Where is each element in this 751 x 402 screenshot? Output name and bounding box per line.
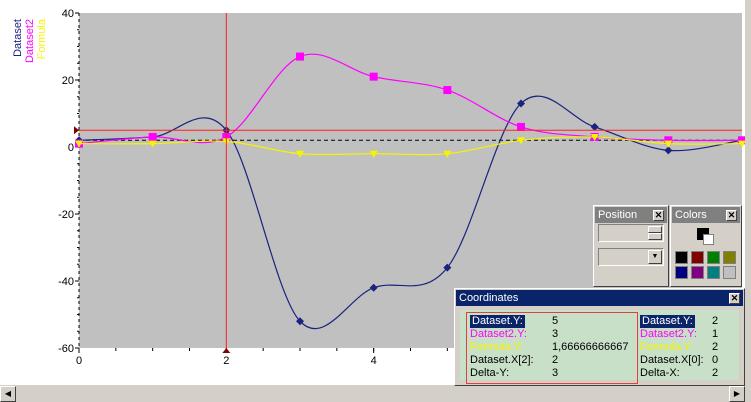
y-tick-label: -20 [58,209,74,221]
coord-value: 5 [552,315,559,327]
color-swatch[interactable] [723,266,736,279]
coord-value: 2 [712,315,719,327]
coordinates-cursor1-frame [466,312,638,384]
horizontal-scrollbar[interactable]: ◀ ▶ [0,385,745,402]
data-point-triangle [148,140,157,148]
colors-close-button[interactable]: ✕ [726,210,737,221]
data-point-square [148,132,157,141]
color-swatch[interactable] [675,251,688,264]
spin-up-icon[interactable] [648,226,662,233]
data-point-triangle [296,150,304,158]
data-point-square [738,136,745,145]
coord-label: Dataset2.Y: [470,328,527,340]
y-tick-label: 20 [62,75,74,87]
color-swatch[interactable] [723,251,736,264]
y-tick-label: -40 [58,276,74,288]
data-point-diamond [664,146,673,155]
background-color-icon[interactable] [703,234,714,245]
data-point-square [369,72,378,81]
data-point-square [517,122,525,131]
coord-value: 1 [712,328,719,340]
legend-entry: Dataset2 [24,19,36,63]
data-point-triangle [443,150,452,158]
coord-label: Dataset2.Y: [640,328,697,340]
data-point-square [296,52,304,61]
coord-value: 3 [552,367,559,379]
x-tick-label: 0 [76,355,82,367]
data-point-square [664,136,673,145]
coord-value: 1,66666666667 [552,341,629,353]
color-swatch[interactable] [691,266,704,279]
color-swatch[interactable] [707,251,720,264]
series-line-2 [78,136,743,156]
y-tick-label: 0 [68,142,74,154]
cursor-y-marker [74,126,79,135]
data-point-triangle [664,140,673,148]
spin-down-icon[interactable] [648,233,662,240]
colors-panel: Colors ✕ [670,205,742,287]
coordinates-panel-title: Coordinates [459,292,519,304]
coord-label: Dataset.X[0]: [640,354,704,366]
coord-value: 0 [712,354,719,366]
coord-label: Dataset.Y: [470,315,525,328]
data-point-triangle [369,150,378,158]
y-tick-label: 40 [62,8,74,20]
coordinates-body: Dataset.Y: 5 Dataset2.Y: 3 Formula.Y: 1,66666… [460,310,739,384]
data-point-diamond [590,122,599,131]
color-swatch[interactable] [707,266,720,279]
data-point-diamond [517,99,525,108]
color-swatch[interactable] [691,251,704,264]
data-point-square [443,86,452,95]
coord-label: Dataset.X[2]: [470,354,534,366]
data-point-diamond [369,283,378,292]
color-swatch[interactable] [675,266,688,279]
coord-label: Delta-Y: [470,367,510,379]
coord-label: Delta-X: [640,367,680,379]
scroll-right-button[interactable]: ▶ [729,386,745,402]
series-line-0 [78,95,743,330]
cursor-x-marker [222,348,231,353]
data-point-triangle [738,140,745,148]
scroll-left-button[interactable]: ◀ [0,386,16,402]
legend-entry: Formula [36,18,48,59]
chevron-down-icon[interactable]: ▼ [648,250,662,264]
coordinates-panel: Coordinates ✕ Dataset.Y: 5 Dataset2.Y: 3 For… [454,288,745,386]
colors-panel-title: Colors [675,209,707,221]
data-point-diamond [296,317,304,326]
coord-label: Formula.Y: [640,341,694,353]
coordinates-close-button[interactable]: ✕ [729,293,740,304]
position-x-spinner[interactable] [598,224,664,242]
position-dropdown[interactable]: ▼ [598,248,664,266]
coord-label: Formula.Y: [470,341,524,353]
coord-value: 3 [552,328,559,340]
coord-value: 2 [712,367,719,379]
data-point-triangle [590,133,599,141]
data-point-diamond [443,263,452,272]
x-tick-label: 2 [223,355,229,367]
coord-label: Dataset.Y: [640,315,695,328]
position-close-button[interactable]: ✕ [653,210,664,221]
legend-entry: Dataset [12,19,24,57]
data-point-triangle [517,137,525,145]
coord-value: 2 [712,341,719,353]
x-tick-label: 4 [371,355,377,367]
data-point-triangle [75,140,83,148]
coord-value: 2 [552,354,559,366]
position-panel: Position ✕ ▼ [593,205,669,287]
right-border [745,0,751,402]
y-tick-label: -60 [58,343,74,355]
position-panel-title: Position [598,209,638,221]
